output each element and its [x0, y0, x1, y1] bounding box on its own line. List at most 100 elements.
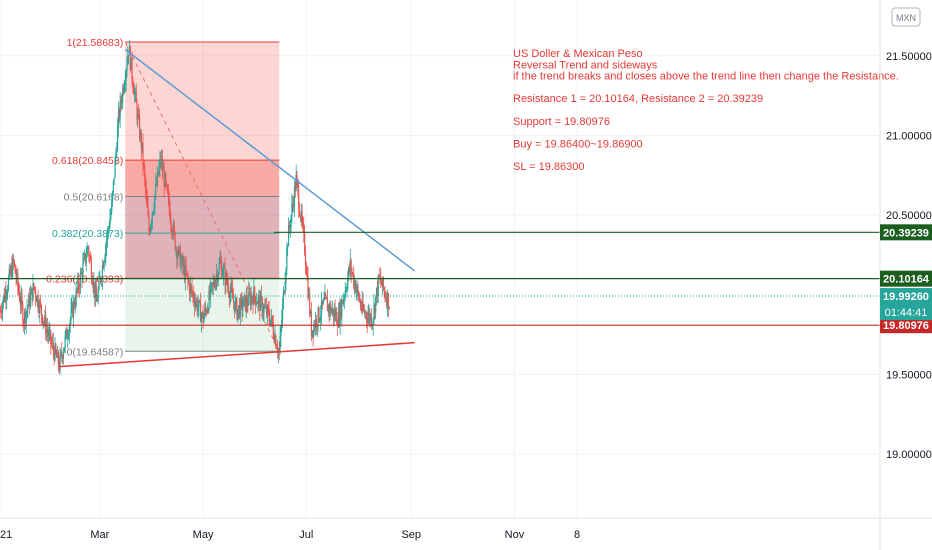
candle-body — [271, 315, 274, 325]
candle-body — [338, 311, 340, 325]
candle-body — [174, 232, 176, 250]
candle-body — [287, 246, 289, 248]
candle-body — [317, 307, 319, 327]
candle-body — [386, 293, 389, 307]
trendline-uptrend-support[interactable] — [59, 341, 415, 368]
candle-body — [331, 308, 334, 312]
candle-body — [183, 264, 185, 267]
candle-body — [68, 325, 70, 336]
candle-body — [187, 274, 189, 281]
candle-body — [298, 209, 301, 216]
candle-body — [272, 324, 274, 336]
candle-body — [193, 293, 195, 301]
candle-body — [264, 306, 266, 308]
candle-body — [134, 91, 136, 92]
candle-body — [355, 290, 357, 293]
candle-body — [204, 308, 206, 317]
candle-body — [345, 290, 347, 292]
candle-body — [155, 183, 157, 196]
candle-body — [326, 297, 328, 300]
candle-body — [302, 222, 304, 226]
candle-body — [30, 288, 32, 295]
candle-body — [106, 239, 108, 247]
candle-body — [242, 306, 244, 311]
candle-body — [186, 273, 188, 275]
candle-body — [54, 344, 56, 361]
level-badge — [880, 270, 932, 287]
candle-body — [13, 261, 15, 265]
fib-diagonal — [124, 41, 280, 352]
candle-body — [176, 248, 178, 260]
candle-body — [32, 283, 34, 301]
time-tick-label: 2021 — [0, 529, 12, 541]
candle-body — [286, 247, 288, 270]
candle-body — [366, 318, 368, 323]
candle-body — [130, 57, 132, 70]
candle-body — [356, 286, 358, 291]
candle-body — [305, 264, 307, 276]
candle-body — [295, 174, 297, 191]
candle-body — [353, 281, 356, 286]
candle-body — [202, 311, 204, 323]
fib-zone — [125, 160, 280, 197]
candle-body — [179, 247, 181, 268]
candle-body — [237, 309, 239, 320]
currency-badge[interactable] — [891, 7, 921, 27]
candle-body — [118, 110, 120, 119]
candle-body — [314, 324, 316, 329]
candle-body — [84, 253, 86, 258]
candle-body — [40, 301, 42, 306]
candle-body — [375, 297, 377, 313]
current-price-badge-countdown: 01:44:41 — [885, 307, 928, 319]
candle-body — [245, 296, 247, 311]
candle-body — [144, 177, 147, 191]
candle-body — [385, 297, 387, 299]
candle-body — [138, 114, 140, 117]
candle-body — [192, 292, 194, 294]
fibonacci-retracement: 1(21.58683) 0.618(20.8453) 0.5(20.6168) 0.3… — [46, 37, 280, 358]
candle-body — [132, 78, 134, 88]
annotation-line: Reversal Trend and sideways — [513, 59, 658, 71]
candle-body — [95, 287, 97, 299]
candle-body — [40, 305, 43, 315]
fib-level-label: 0.618(20.8453) — [52, 155, 123, 167]
candle-body — [152, 211, 154, 214]
candle-body — [309, 311, 312, 314]
candle-body — [153, 208, 155, 212]
candle-body — [260, 295, 263, 299]
candle-body — [206, 309, 208, 313]
candle-body — [185, 266, 187, 274]
candle-body — [275, 335, 277, 348]
candle-body — [51, 343, 53, 345]
candle-body — [352, 272, 354, 274]
candle-body — [151, 213, 153, 223]
candle-body — [7, 289, 9, 295]
candle-body — [238, 305, 241, 318]
candle-body — [346, 288, 348, 291]
candle-body — [81, 272, 83, 278]
candle-body — [205, 308, 207, 310]
candle-body — [274, 335, 276, 342]
candle-body — [359, 300, 362, 307]
annotation-line: Buy = 19.86400~19.86900 — [513, 138, 643, 150]
candle-body — [291, 204, 293, 216]
candle-body — [35, 297, 37, 303]
candle-body — [34, 289, 37, 298]
candle-body — [324, 293, 326, 300]
candle-body — [293, 186, 296, 208]
candle-body — [119, 99, 121, 119]
candle-body — [339, 303, 341, 325]
candle-body — [216, 273, 219, 281]
candle-body — [363, 309, 365, 311]
candle-body — [279, 336, 281, 353]
trendline-downtrend[interactable] — [124, 48, 416, 272]
candle-body — [384, 291, 386, 298]
candle-body — [328, 305, 330, 313]
candle-body — [137, 114, 139, 120]
candle-body — [377, 275, 379, 297]
candle-body — [169, 208, 171, 221]
candle-body — [238, 305, 240, 310]
candle-body — [100, 279, 103, 282]
candle-body — [343, 296, 345, 299]
